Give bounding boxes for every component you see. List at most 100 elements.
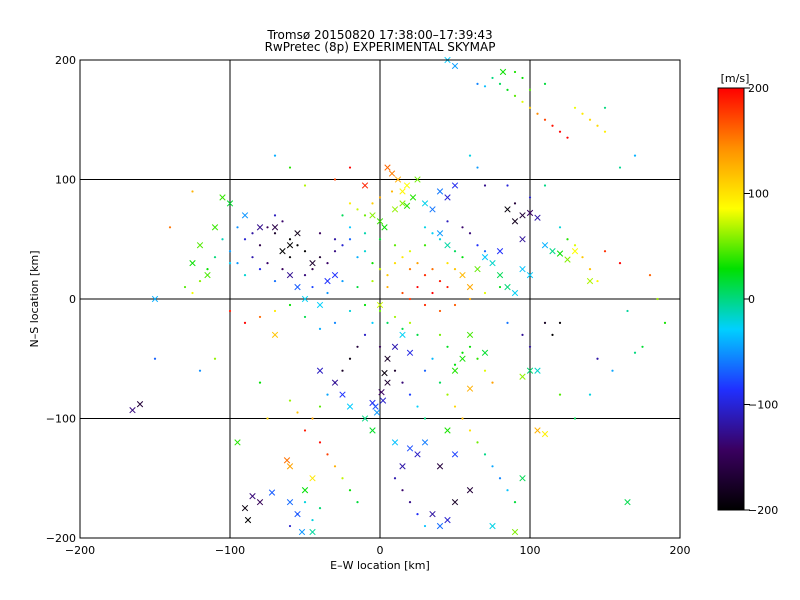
data-point-x — [384, 379, 391, 386]
data-point-dot — [348, 226, 352, 229]
data-point-dot — [521, 333, 524, 336]
data-point-dot — [191, 291, 194, 295]
data-point-dot — [543, 82, 547, 85]
data-point-dot — [393, 477, 397, 480]
data-point-dot — [206, 268, 209, 271]
data-point-x — [414, 451, 421, 458]
x-tick-label: −100 — [215, 544, 245, 557]
data-point-x — [286, 463, 294, 470]
data-point-dot — [491, 76, 494, 80]
data-point-dot — [303, 250, 307, 253]
colorbar-tick-labels: 200 100 0 −100 −200 — [744, 82, 778, 517]
data-point-x — [436, 522, 444, 530]
data-point-dot — [491, 381, 494, 384]
data-point-dot — [401, 489, 404, 492]
data-point-dot — [663, 321, 667, 324]
y-tick-label: 0 — [69, 293, 76, 306]
data-point-x — [399, 463, 406, 470]
data-point-dot — [378, 345, 382, 348]
data-point-dot — [476, 244, 479, 247]
data-point-dot — [371, 279, 374, 283]
data-point-dot — [378, 196, 382, 199]
y-tick-label: 200 — [55, 54, 76, 67]
data-point-dot — [356, 501, 359, 504]
data-point-dot — [288, 303, 292, 307]
chart-subtitle: RwPretec (8p) EXPERIMENTAL SKYMAP — [265, 40, 496, 54]
data-point-x — [444, 516, 451, 524]
data-point-dot — [348, 238, 352, 241]
y-tick-label: −100 — [46, 413, 76, 426]
data-point-dot — [386, 321, 389, 324]
data-point-dot — [266, 226, 269, 229]
data-point-dot — [558, 393, 562, 396]
colorbar-tick-label: 200 — [748, 82, 769, 95]
data-point-x — [369, 427, 376, 434]
data-point-dot — [416, 333, 419, 336]
data-point-x — [268, 489, 276, 496]
data-point-x — [409, 194, 417, 201]
data-point-dot — [551, 333, 554, 336]
data-point-x — [541, 242, 549, 249]
data-point-x — [399, 331, 406, 339]
data-point-dot — [461, 351, 464, 354]
data-point-dot — [528, 345, 532, 348]
data-point-x — [436, 463, 444, 470]
data-point-dot — [393, 369, 397, 372]
data-point-x — [369, 212, 376, 219]
data-point-dot — [273, 154, 277, 157]
data-point-x — [211, 224, 219, 231]
data-point-dot — [326, 393, 329, 396]
data-point-dot — [303, 501, 307, 504]
plot-frame — [79, 59, 681, 539]
data-point-dot — [423, 369, 427, 372]
data-point-x — [466, 331, 474, 339]
data-point-dot — [288, 166, 292, 169]
data-point-x — [399, 188, 406, 195]
data-point-x — [129, 406, 136, 414]
data-point-dot — [543, 184, 547, 187]
data-point-dot — [416, 513, 419, 516]
data-point-dot — [528, 88, 532, 91]
data-point-dot — [446, 262, 449, 265]
data-point-x — [403, 202, 411, 209]
data-point-x — [339, 391, 346, 398]
data-point-dot — [243, 321, 247, 324]
data-point-dot — [228, 262, 232, 265]
data-point-x — [283, 457, 291, 464]
data-point-dot — [363, 232, 367, 235]
data-point-x — [429, 206, 436, 213]
data-point-dot — [438, 309, 442, 313]
data-point-dot — [318, 256, 322, 259]
data-point-dot — [333, 250, 337, 253]
data-point-x — [241, 504, 249, 512]
data-point-dot — [641, 345, 644, 348]
data-point-dot — [386, 285, 389, 289]
data-point-dot — [191, 190, 194, 193]
data-point-x — [534, 367, 541, 374]
data-point-dot — [438, 381, 442, 384]
data-point-dot — [476, 441, 479, 444]
data-point-dot — [588, 268, 592, 271]
data-point-x — [309, 528, 316, 536]
data-point-x — [586, 277, 594, 285]
data-point-x — [286, 498, 294, 506]
data-point-dot — [506, 88, 509, 91]
data-point-dot — [348, 202, 352, 205]
data-point-dot — [438, 279, 442, 283]
data-point-dot — [258, 381, 262, 384]
data-point-dot — [363, 214, 367, 217]
data-point-x — [451, 182, 459, 189]
data-point-dot — [446, 285, 449, 289]
data-point-dot — [251, 232, 254, 235]
data-point-dot — [363, 333, 367, 336]
data-point-dot — [446, 220, 449, 223]
data-point-dot — [251, 256, 254, 259]
data-point-x — [499, 68, 507, 76]
data-point-dot — [416, 405, 419, 408]
data-point-dot — [393, 315, 397, 319]
data-point-x — [136, 401, 144, 408]
data-point-dot — [213, 357, 217, 360]
data-point-dot — [311, 285, 314, 289]
data-point-dot — [423, 274, 427, 277]
data-point-x — [391, 439, 399, 446]
